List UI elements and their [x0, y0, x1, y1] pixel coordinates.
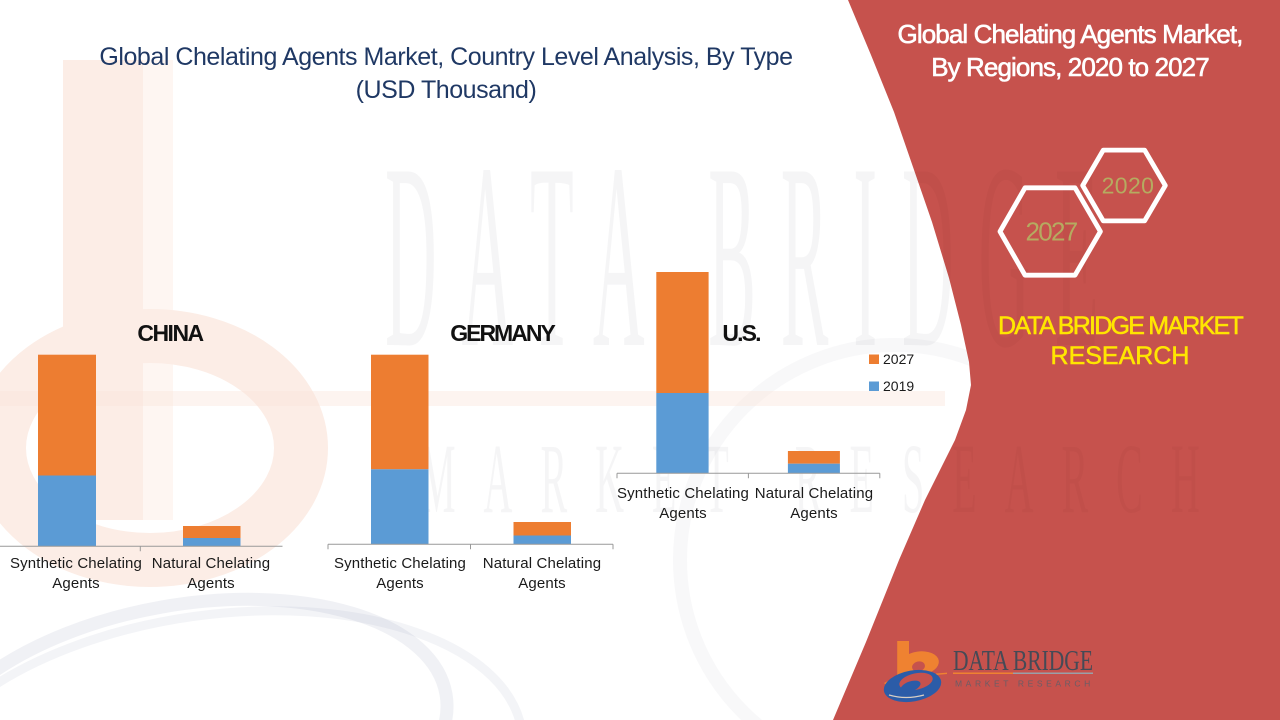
svg-text:2020: 2020	[1102, 173, 1155, 199]
svg-text:DATA BRIDGE: DATA BRIDGE	[953, 646, 1093, 677]
svg-text:2027: 2027	[1025, 217, 1077, 247]
svg-text:MARKET RESEARCH: MARKET RESEARCH	[955, 679, 1094, 689]
